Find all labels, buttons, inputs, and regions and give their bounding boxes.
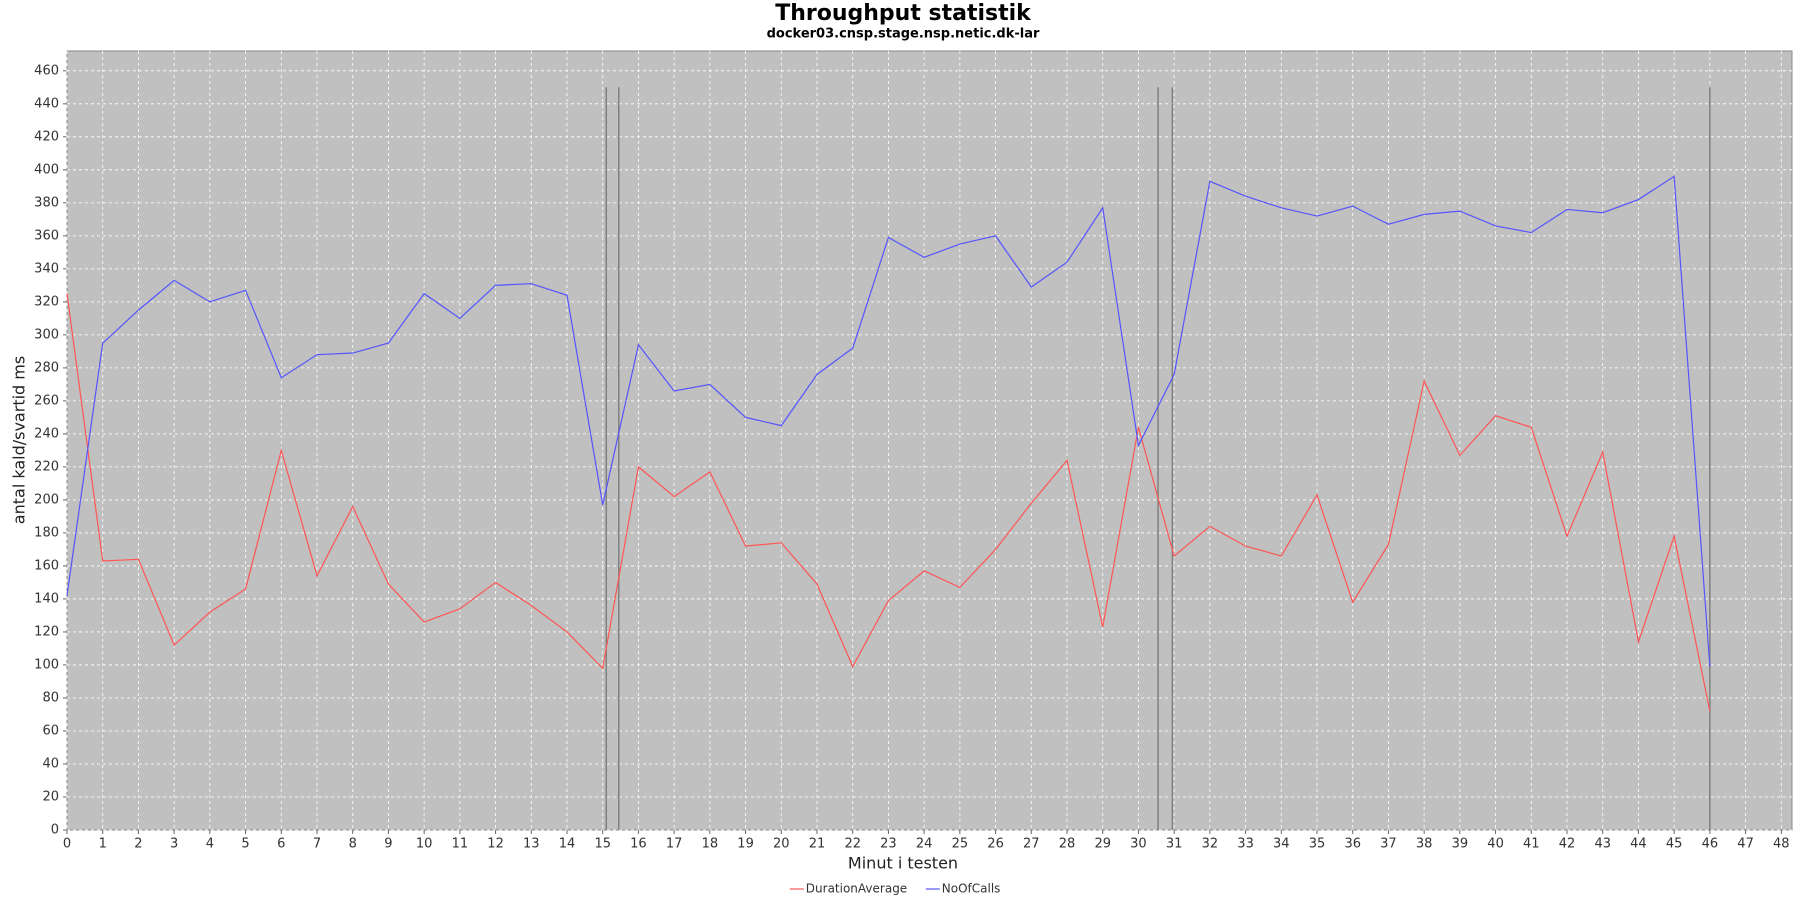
chart-subtitle: docker03.cnsp.stage.nsp.netic.dk-lar xyxy=(767,27,1040,42)
x-tick-label: 17 xyxy=(666,837,683,852)
legend-label: DurationAverage xyxy=(806,882,907,896)
y-tick-label: 280 xyxy=(34,360,59,375)
x-tick-label: 19 xyxy=(737,837,754,852)
x-tick-label: 35 xyxy=(1309,837,1326,852)
x-tick-label: 11 xyxy=(452,837,469,852)
y-tick-label: 320 xyxy=(34,294,59,309)
x-tick-label: 48 xyxy=(1773,837,1790,852)
y-tick-label: 80 xyxy=(42,690,59,705)
x-tick-label: 42 xyxy=(1559,837,1576,852)
x-tick-label: 34 xyxy=(1273,837,1290,852)
x-tick-label: 2 xyxy=(134,837,142,852)
x-tick-label: 41 xyxy=(1523,837,1540,852)
y-tick-label: 40 xyxy=(42,756,59,771)
y-tick-label: 360 xyxy=(34,228,59,243)
x-tick-label: 6 xyxy=(277,837,285,852)
y-tick-label: 60 xyxy=(42,723,59,738)
y-tick-label: 220 xyxy=(34,459,59,474)
series-line xyxy=(66,293,1711,712)
y-tick-label: 260 xyxy=(34,393,59,408)
y-tick-label: 400 xyxy=(34,162,59,177)
x-tick-label: 45 xyxy=(1666,837,1683,852)
x-tick-label: 30 xyxy=(1130,837,1147,852)
x-tick-label: 29 xyxy=(1094,837,1111,852)
y-tick-label: 20 xyxy=(42,789,59,804)
y-tick-label: 300 xyxy=(34,327,59,342)
y-tick-label: 0 xyxy=(51,823,59,838)
series-line xyxy=(66,175,1711,667)
x-tick-label: 18 xyxy=(702,837,719,852)
x-tick-label: 39 xyxy=(1452,837,1469,852)
x-tick-label: 27 xyxy=(1023,837,1040,852)
x-tick-label: 23 xyxy=(880,837,897,852)
x-tick-label: 12 xyxy=(487,837,504,852)
x-tick-label: 31 xyxy=(1166,837,1183,852)
x-axis-title: Minut i testen xyxy=(848,854,958,873)
x-tick-label: 46 xyxy=(1702,837,1719,852)
x-tick-label: 33 xyxy=(1237,837,1254,852)
x-tick-label: 43 xyxy=(1594,837,1611,852)
y-tick-label: 440 xyxy=(34,96,59,111)
y-tick-label: 160 xyxy=(34,558,59,573)
x-tick-label: 13 xyxy=(523,837,540,852)
x-tick-label: 38 xyxy=(1416,837,1433,852)
x-tick-label: 1 xyxy=(99,837,107,852)
x-tick-label: 16 xyxy=(630,837,647,852)
x-tick-label: 26 xyxy=(987,837,1004,852)
y-tick-label: 460 xyxy=(34,63,59,78)
x-tick-label: 9 xyxy=(384,837,392,852)
legend-label: NoOfCalls xyxy=(942,882,1001,896)
y-tick-label: 200 xyxy=(34,492,59,507)
x-tick-label: 24 xyxy=(916,837,933,852)
x-tick-label: 8 xyxy=(349,837,357,852)
y-tick-label: 120 xyxy=(34,624,59,639)
x-tick-label: 14 xyxy=(559,837,576,852)
y-tick-label: 180 xyxy=(34,525,59,540)
x-tick-label: 0 xyxy=(63,837,71,852)
x-tick-label: 47 xyxy=(1737,837,1754,852)
y-tick-label: 340 xyxy=(34,261,59,276)
x-tick-label: 32 xyxy=(1202,837,1219,852)
x-tick-label: 15 xyxy=(594,837,611,852)
y-tick-label: 140 xyxy=(34,591,59,606)
x-tick-label: 3 xyxy=(170,837,178,852)
y-tick-label: 100 xyxy=(34,657,59,672)
y-tick-label: 240 xyxy=(34,426,59,441)
x-tick-label: 40 xyxy=(1487,837,1504,852)
plot-area xyxy=(66,50,1793,831)
y-tick-label: 380 xyxy=(34,195,59,210)
x-tick-label: 22 xyxy=(844,837,861,852)
y-axis-title: antal kald/svartid ms xyxy=(10,356,29,524)
x-tick-label: 20 xyxy=(773,837,790,852)
x-tick-label: 28 xyxy=(1059,837,1076,852)
x-tick-label: 5 xyxy=(241,837,249,852)
x-tick-label: 25 xyxy=(952,837,969,852)
x-tick-label: 44 xyxy=(1630,837,1647,852)
x-tick-label: 10 xyxy=(416,837,433,852)
x-tick-label: 36 xyxy=(1344,837,1361,852)
y-tick-label: 420 xyxy=(34,129,59,144)
x-tick-label: 7 xyxy=(313,837,321,852)
chart-title: Throughput statistik xyxy=(775,1,1032,26)
x-tick-label: 4 xyxy=(206,837,214,852)
x-tick-label: 37 xyxy=(1380,837,1397,852)
x-tick-label: 21 xyxy=(809,837,826,852)
